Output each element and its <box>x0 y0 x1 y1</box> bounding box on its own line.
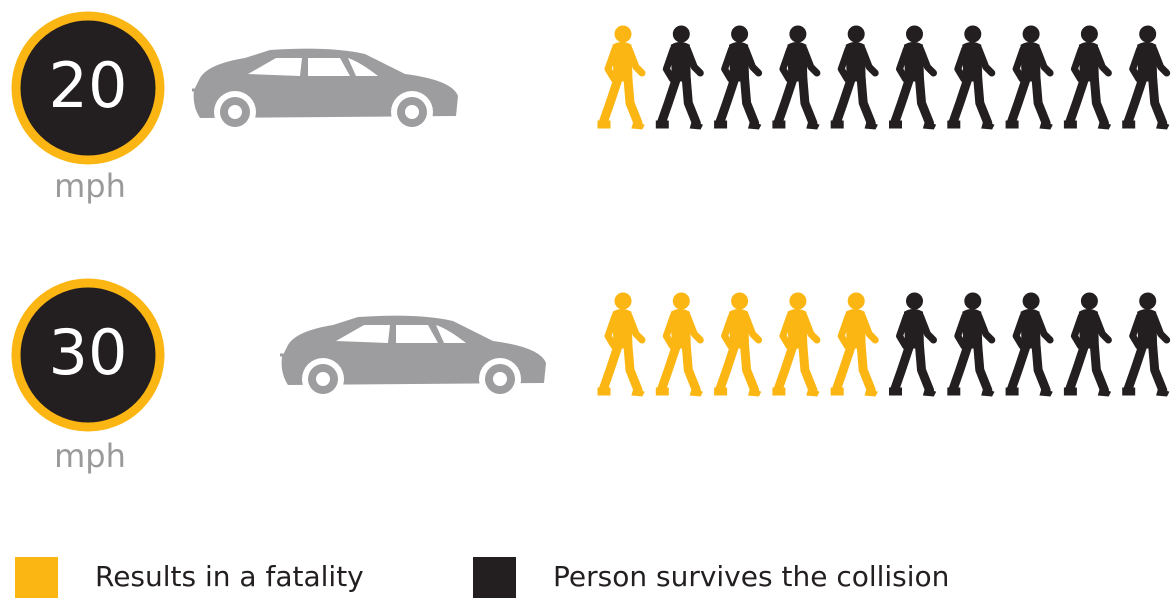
person-icon <box>773 293 819 396</box>
speed-label: 20 <box>49 49 128 122</box>
person-icon <box>656 293 702 396</box>
unit-label: mph <box>54 167 126 205</box>
car <box>193 48 458 133</box>
speed-badge <box>11 278 165 432</box>
figure-group <box>656 26 1168 129</box>
legend-swatch <box>15 557 58 598</box>
person-icon <box>1123 26 1169 129</box>
figure-group <box>598 26 644 129</box>
person-icon <box>948 26 994 129</box>
person-icon <box>1064 293 1110 396</box>
person-icon <box>1006 293 1052 396</box>
person-icon <box>1123 293 1169 396</box>
speed-badge <box>11 11 165 165</box>
unit-label: mph <box>54 437 126 475</box>
row-30: 30 mph <box>11 278 546 475</box>
figure-group <box>890 293 1169 396</box>
person-icon <box>715 26 761 129</box>
person-icon <box>598 26 644 129</box>
row-20: 20 mph <box>11 11 458 205</box>
person-icon <box>715 293 761 396</box>
person-icon <box>831 293 877 396</box>
person-icon <box>890 293 936 396</box>
person-icon <box>831 26 877 129</box>
person-icon <box>598 293 644 396</box>
person-icon <box>773 26 819 129</box>
person-icon <box>656 26 702 129</box>
figure-group <box>598 293 877 396</box>
legend-label: Person survives the collision <box>553 560 949 593</box>
speed-label: 30 <box>49 316 128 389</box>
legend-swatch <box>473 557 516 598</box>
legend-label: Results in a fatality <box>95 560 364 593</box>
person-icon <box>890 26 936 129</box>
person-icon <box>948 293 994 396</box>
person-icon <box>1064 26 1110 129</box>
car <box>281 315 546 400</box>
person-icon <box>1006 26 1052 129</box>
